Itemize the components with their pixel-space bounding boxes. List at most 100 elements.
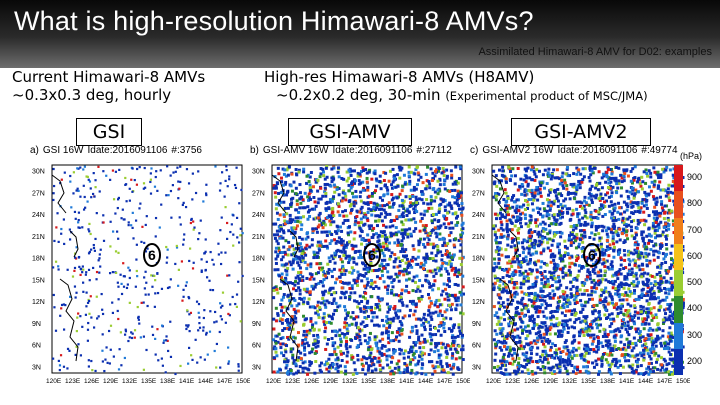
lon-tick-label: 126E [304, 378, 320, 385]
amv-observation [417, 178, 421, 182]
amv-observation [333, 261, 337, 265]
amv-observation [340, 229, 344, 233]
amv-observation [417, 338, 421, 342]
amv-observation [635, 284, 639, 288]
amv-observation [349, 186, 353, 190]
amv-observation [424, 224, 428, 228]
amv-observation [351, 311, 355, 315]
amv-observation [288, 219, 292, 223]
amv-observation [220, 318, 224, 321]
amv-observation [430, 219, 434, 223]
amv-observation [652, 291, 656, 295]
amv-observation [285, 193, 289, 197]
amv-observation [608, 342, 612, 346]
amv-observation [450, 342, 454, 346]
amv-observation [378, 180, 382, 184]
amv-observation [336, 369, 340, 373]
amv-observation [320, 230, 324, 234]
amv-observation [590, 231, 594, 235]
amv-observation [398, 299, 402, 303]
amv-observation [515, 335, 519, 339]
amv-observation [203, 358, 206, 361]
panel-title-gsi-amv2: c) GSI-AMV2 16W Idate:2016091106 #:49774 [470, 145, 682, 156]
amv-observation [654, 297, 658, 301]
right-description: High-res Himawari-8 AMVs (H8AMV) ~0.2x0.… [264, 68, 648, 105]
amv-observation [502, 282, 506, 286]
amv-observation [590, 200, 594, 204]
amv-observation [520, 331, 524, 335]
amv-observation [289, 263, 293, 267]
amv-observation [136, 275, 139, 278]
lon-tick-label: 129E [103, 378, 119, 385]
amv-observation [221, 304, 224, 307]
amv-observation [442, 183, 446, 187]
amv-observation [316, 313, 320, 317]
amv-observation [362, 186, 366, 190]
amv-observation [434, 195, 438, 199]
amv-observation [504, 267, 508, 271]
amv-observation [447, 233, 451, 237]
amv-observation [345, 322, 349, 326]
amv-observation [427, 353, 431, 357]
amv-observation [302, 170, 306, 174]
amv-observation [408, 196, 412, 200]
amv-observation [204, 269, 207, 272]
amv-observation [378, 174, 382, 178]
amv-observation [86, 328, 90, 331]
amv-observation [381, 251, 385, 255]
amv-observation [573, 234, 577, 238]
amv-observation [594, 260, 598, 264]
amv-observation [399, 327, 403, 331]
amv-observation [316, 251, 320, 255]
amv-observation [374, 189, 378, 193]
amv-observation [290, 226, 294, 230]
amv-observation [295, 257, 299, 261]
amv-observation [624, 309, 628, 313]
amv-observation [621, 293, 625, 297]
amv-observation [75, 329, 78, 333]
amv-observation [403, 228, 407, 232]
amv-observation [318, 307, 322, 311]
amv-observation [537, 326, 541, 330]
amv-observation [142, 368, 145, 371]
amv-observation [396, 243, 400, 247]
amv-observation [493, 233, 497, 237]
amv-observation [299, 356, 303, 360]
amv-observation [411, 345, 415, 349]
amv-observation [169, 355, 173, 358]
amv-observation [497, 200, 501, 204]
lon-tick-label: 120E [46, 378, 62, 385]
amv-observation [383, 215, 387, 219]
amv-observation [366, 299, 370, 303]
amv-observation [378, 352, 382, 356]
amv-observation [400, 247, 404, 251]
amv-observation [305, 329, 309, 333]
amv-observation [374, 303, 378, 307]
amv-observation [60, 303, 64, 307]
amv-observation [564, 309, 568, 313]
amv-observation [629, 318, 633, 322]
amv-observation [456, 296, 460, 300]
amv-observation [357, 182, 361, 186]
amv-observation [457, 268, 461, 272]
amv-observation [336, 202, 340, 206]
amv-observation [361, 320, 365, 324]
amv-observation [555, 317, 559, 321]
amv-observation [664, 291, 668, 295]
amv-observation [453, 180, 457, 184]
amv-observation [361, 262, 365, 266]
amv-observation [336, 210, 340, 214]
amv-observation [530, 197, 534, 201]
amv-observation [353, 231, 357, 235]
amv-observation [455, 303, 459, 307]
amv-observation [286, 326, 290, 330]
amv-observation [78, 226, 81, 229]
amv-observation [450, 256, 454, 260]
amv-observation [493, 329, 497, 333]
amv-observation [290, 253, 294, 257]
amv-observation [652, 306, 656, 310]
lat-tick-label: 12N [252, 299, 265, 306]
amv-observation [342, 247, 346, 251]
amv-observation [395, 335, 399, 339]
amv-observation [631, 363, 635, 367]
